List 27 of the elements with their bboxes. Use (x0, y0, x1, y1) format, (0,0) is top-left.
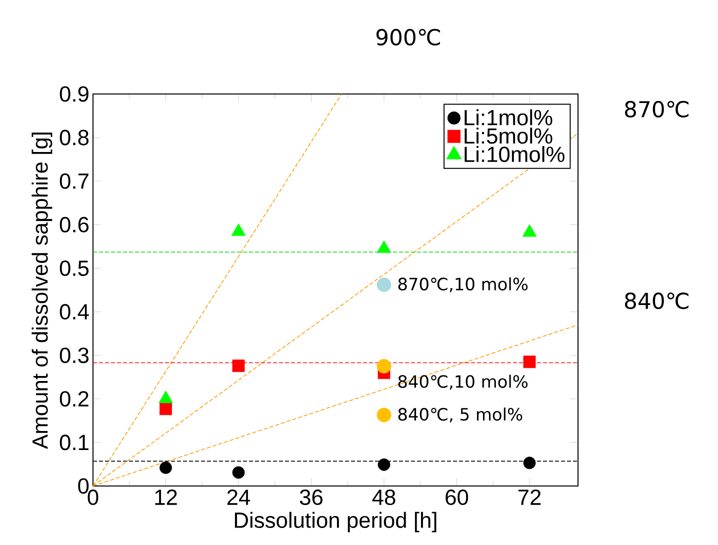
text: 900℃ (376, 28, 440, 46)
y-tick-label: 0.2 (60, 391, 88, 407)
y-tick-label: 0.9 (60, 86, 88, 102)
text: 840℃ (625, 292, 688, 310)
x-tick-label: 12 (155, 490, 177, 505)
x-axis-title: Dissolution period [h] (234, 512, 436, 532)
legend-label: Li:5mol% (464, 128, 552, 144)
x-tick-label: 60 (446, 490, 468, 506)
legend-label: Li:1mol% (464, 109, 552, 126)
y-tick-label: 0.8 (60, 130, 89, 146)
y-tick-label: 0.4 (60, 304, 89, 320)
x-tick-label: 48 (372, 490, 396, 506)
x-tick-label: 24 (227, 490, 250, 505)
x-tick-label: 36 (300, 490, 322, 506)
y-tick-label: 0.1 (60, 434, 88, 450)
legend-label: Li:10mol% (464, 146, 564, 162)
annotation: 840℃,10 mol% (398, 374, 528, 390)
x-tick-label: 72 (518, 490, 541, 505)
y-tick-label: 0.6 (60, 216, 89, 232)
annotation: 840℃, 5 mol% (398, 408, 522, 422)
y-tick-label: 0.5 (60, 260, 89, 276)
annotation: 870℃,10 mol% (398, 277, 528, 292)
y-tick-label: 0 (78, 478, 89, 494)
y-tick-label: 0.3 (60, 348, 89, 364)
text: 870℃ (625, 100, 688, 118)
y-tick-label: 0.7 (60, 173, 88, 189)
y-axis-title: Amount of dissolved sapphire [g] (32, 132, 52, 449)
